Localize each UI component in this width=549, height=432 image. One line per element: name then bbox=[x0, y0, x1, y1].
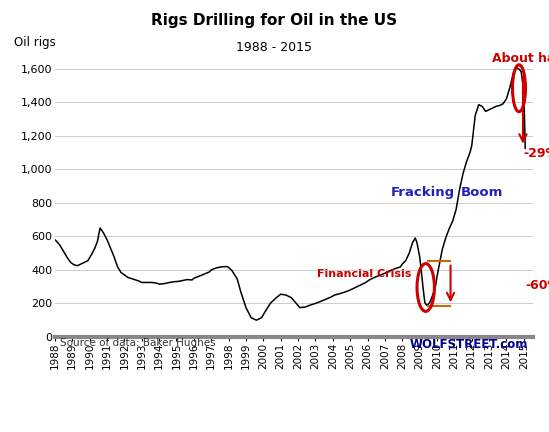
Text: Oil rigs: Oil rigs bbox=[14, 36, 56, 49]
Text: WOLFSTREET.com: WOLFSTREET.com bbox=[410, 338, 528, 351]
Text: About half way?: About half way? bbox=[492, 52, 549, 65]
Text: Boom: Boom bbox=[461, 186, 503, 199]
Text: -29%: -29% bbox=[524, 147, 549, 160]
Text: Fracking: Fracking bbox=[391, 186, 455, 199]
Text: Source of data: Baker Hughes: Source of data: Baker Hughes bbox=[60, 338, 215, 348]
Text: Rigs Drilling for Oil in the US: Rigs Drilling for Oil in the US bbox=[152, 13, 397, 28]
Text: Financial Crisis: Financial Crisis bbox=[317, 269, 412, 279]
Text: -60%: -60% bbox=[525, 280, 549, 292]
Text: 1988 - 2015: 1988 - 2015 bbox=[237, 41, 312, 54]
